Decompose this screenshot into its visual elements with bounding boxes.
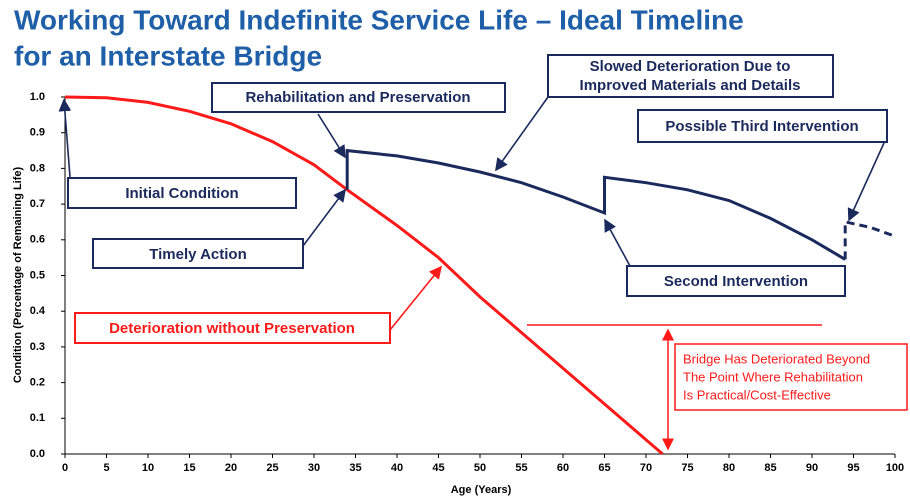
annotation-arrow <box>604 218 631 267</box>
x-axis-label: Age (Years) <box>451 484 512 496</box>
annotation-box <box>547 54 834 98</box>
x-tick-label: 25 <box>266 462 278 474</box>
y-tick-label: 0.8 <box>30 162 45 174</box>
y-axis-label: Condition (Percentage of Remaining Life) <box>12 166 24 383</box>
annotation-box <box>211 82 506 113</box>
annotation-text: Second Intervention <box>664 273 808 290</box>
x-tick-label: 75 <box>681 462 693 474</box>
annotation-text: Timely Action <box>149 246 247 263</box>
x-tick-label: 40 <box>391 462 403 474</box>
y-tick-label: 0.9 <box>30 127 45 139</box>
y-tick-label: 1.0 <box>30 91 45 103</box>
y-tick-label: 0.2 <box>30 377 45 389</box>
annotation-arrow <box>495 96 549 172</box>
x-tick-label: 55 <box>515 462 527 474</box>
annotation-text: Is Practical/Cost-Effective <box>683 387 831 402</box>
annotation-text: Slowed Deterioration Due to <box>590 58 791 75</box>
data-line <box>64 95 664 456</box>
data-line <box>843 220 896 260</box>
plot-area: 0.0 0.1 0.2 0.3 0.4 0.5 0.6 0.7 0.8 0.9 1.0 0 5 10 15 2… <box>30 91 904 474</box>
x-tick-label: 45 <box>432 462 444 474</box>
x-tick-label: 0 <box>62 462 68 474</box>
annotation-box <box>626 265 846 297</box>
y-tick-label: 0.7 <box>30 198 45 210</box>
annotation-box <box>67 177 297 209</box>
y-tick-label: 0.1 <box>30 412 45 424</box>
x-tick-label: 80 <box>723 462 735 474</box>
annotation-text: Deterioration without Preservation <box>109 320 355 337</box>
y-tick-label: 0.4 <box>30 305 46 317</box>
y-tick-label: 0.6 <box>30 234 45 246</box>
x-tick-label: 30 <box>308 462 320 474</box>
data-line <box>345 148 846 261</box>
annotation-text: Initial Condition <box>125 185 238 202</box>
annotation-text: Improved Materials and Details <box>580 77 801 94</box>
x-tick-label: 100 <box>886 462 904 474</box>
annotation-arrow <box>847 142 885 222</box>
annotation-box <box>674 343 908 411</box>
x-tick-label: 60 <box>557 462 569 474</box>
annotation-text: Possible Third Intervention <box>665 118 858 135</box>
chart-title: Working Toward Indefinite Service Life –… <box>14 4 744 35</box>
x-tick-label: 15 <box>183 462 195 474</box>
y-tick-label: 0.5 <box>30 269 45 281</box>
y-tick-label: 0.3 <box>30 341 45 353</box>
annotation-box <box>74 312 391 344</box>
annotation-arrow <box>302 188 346 247</box>
x-tick-label: 90 <box>806 462 818 474</box>
x-tick-label: 65 <box>598 462 610 474</box>
annotation-box <box>92 238 304 269</box>
x-tick-label: 50 <box>474 462 486 474</box>
annotation-arrow <box>317 113 346 159</box>
annotation-arrow <box>389 265 443 331</box>
chart-title: for an Interstate Bridge <box>14 40 322 71</box>
annotation-text: The Point Where Rehabilitation <box>683 369 863 384</box>
x-tick-label: 95 <box>847 462 859 474</box>
x-tick-label: 10 <box>142 462 154 474</box>
x-tick-label: 5 <box>103 462 109 474</box>
annotation-text: Bridge Has Deteriorated Beyond <box>683 351 870 366</box>
x-tick-label: 20 <box>225 462 237 474</box>
annotation-box <box>637 109 888 143</box>
x-tick-label: 70 <box>640 462 652 474</box>
y-tick-label: 0.0 <box>30 448 45 460</box>
annotations: Bridge Has Deteriorated Beyond The Point… <box>58 54 908 451</box>
annotation-text: Rehabilitation and Preservation <box>245 89 470 106</box>
x-tick-label: 35 <box>349 462 361 474</box>
annotation-arrow <box>58 98 72 178</box>
x-tick-label: 85 <box>764 462 776 474</box>
